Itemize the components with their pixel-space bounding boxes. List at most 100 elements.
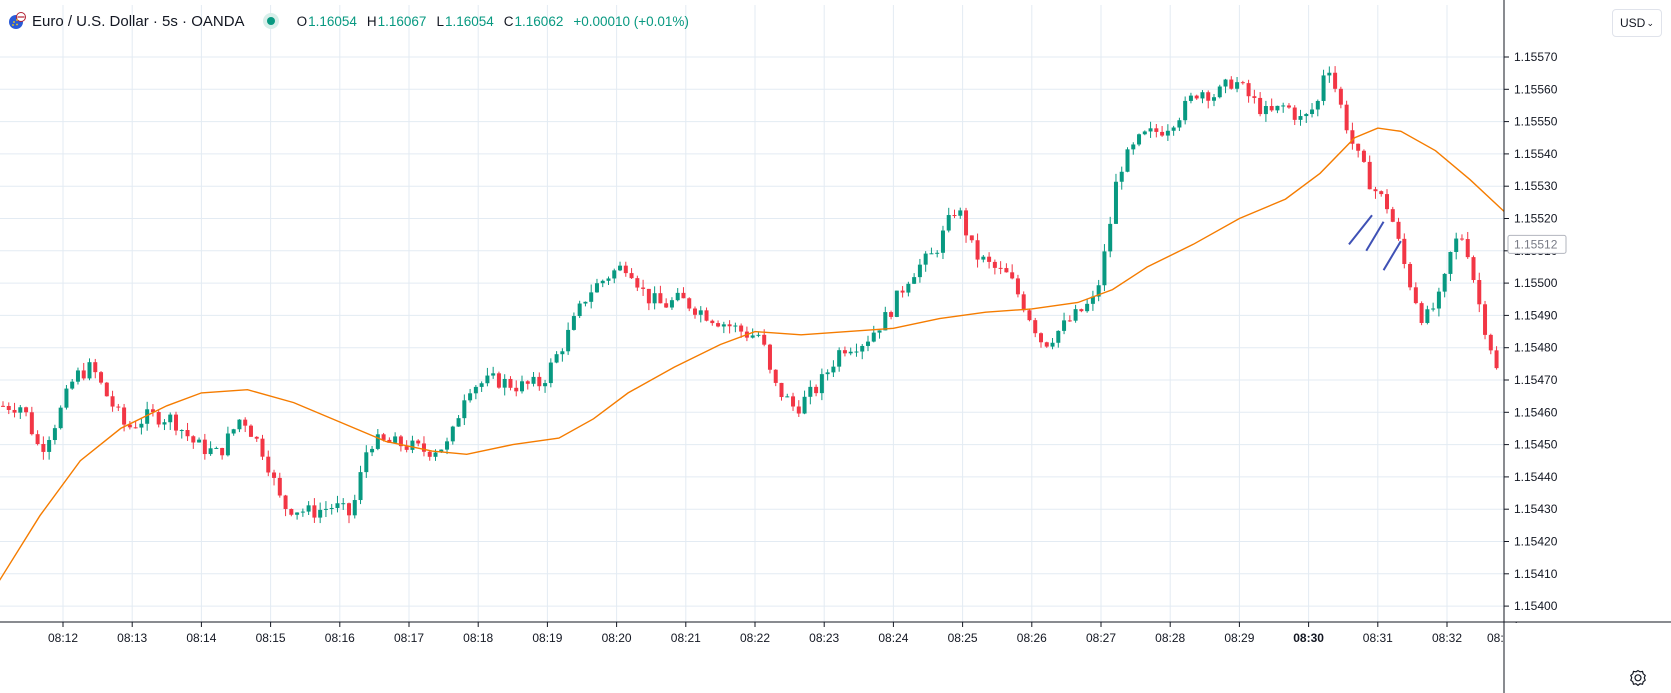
candle bbox=[1344, 100, 1349, 134]
candle-body bbox=[767, 344, 772, 370]
candle bbox=[554, 351, 559, 364]
candle bbox=[29, 406, 34, 436]
candle bbox=[306, 501, 311, 515]
candle-body bbox=[289, 509, 294, 515]
candle-body bbox=[664, 303, 669, 308]
candle bbox=[99, 371, 104, 385]
candle bbox=[1367, 155, 1372, 190]
candle bbox=[1390, 206, 1395, 223]
candle bbox=[641, 279, 646, 296]
candle bbox=[1113, 173, 1118, 224]
candle bbox=[1269, 98, 1274, 112]
candle bbox=[716, 320, 721, 328]
candle-body bbox=[1235, 82, 1240, 89]
candle bbox=[1252, 89, 1257, 104]
candle bbox=[1090, 290, 1095, 311]
candle bbox=[923, 251, 928, 272]
candle bbox=[814, 384, 819, 397]
candle bbox=[445, 437, 450, 455]
candle bbox=[1067, 315, 1072, 322]
candle bbox=[41, 436, 46, 460]
candle-body bbox=[1217, 86, 1222, 98]
x-tick-label: 08: bbox=[1487, 631, 1504, 645]
candle bbox=[1431, 302, 1436, 312]
candle-body bbox=[704, 310, 709, 321]
candle-body bbox=[1356, 143, 1361, 151]
candle-body bbox=[531, 376, 536, 384]
candle bbox=[1315, 99, 1320, 117]
high-value: H1.16067 bbox=[366, 13, 427, 29]
candle-body bbox=[1188, 95, 1193, 101]
candle-body bbox=[341, 503, 346, 505]
candle-body bbox=[1258, 97, 1263, 115]
x-tick-label: 08:31 bbox=[1363, 631, 1393, 645]
candle-body bbox=[577, 303, 582, 317]
candle-body bbox=[433, 452, 438, 457]
candle-body bbox=[398, 436, 403, 447]
candle-body bbox=[1142, 131, 1147, 135]
candle-body bbox=[260, 438, 265, 457]
candle bbox=[508, 376, 513, 391]
candle bbox=[243, 417, 248, 433]
moving-average-layer bbox=[0, 127, 1506, 581]
y-tick-label: 1.15470 bbox=[1514, 373, 1558, 387]
candle-body bbox=[370, 448, 375, 453]
candle-body bbox=[150, 409, 155, 413]
candle-body bbox=[133, 427, 138, 429]
candle bbox=[468, 388, 473, 403]
y-tick-label: 1.15410 bbox=[1514, 567, 1558, 581]
candle-body bbox=[693, 308, 697, 315]
candle bbox=[618, 261, 623, 272]
candle-body bbox=[1263, 106, 1268, 115]
symbol-title[interactable]: Euro / U.S. Dollar · 5s · OANDA bbox=[32, 12, 245, 30]
candle bbox=[1321, 69, 1326, 106]
chevron-down-icon: ⌄ bbox=[1646, 17, 1654, 28]
candle bbox=[1356, 143, 1361, 158]
candle bbox=[773, 369, 778, 387]
candle-body bbox=[1160, 131, 1165, 136]
candle-body bbox=[606, 278, 611, 281]
y-tick-label: 1.15440 bbox=[1514, 470, 1558, 484]
candle-body bbox=[1096, 285, 1101, 297]
candle-body bbox=[1327, 72, 1332, 76]
candle bbox=[248, 424, 253, 437]
candle-body bbox=[1044, 342, 1049, 347]
candle bbox=[1448, 251, 1453, 282]
candle bbox=[197, 437, 202, 443]
candle-body bbox=[1073, 309, 1078, 321]
candle bbox=[1419, 301, 1424, 326]
x-tick-label: 08:27 bbox=[1086, 631, 1116, 645]
candle-body bbox=[560, 351, 565, 355]
candle-body bbox=[202, 439, 207, 455]
ohlc-values: O1.16054 H1.16067 L1.16054 C1.16062 +0.0… bbox=[297, 14, 689, 29]
candle bbox=[848, 347, 853, 356]
candle-body bbox=[825, 372, 830, 375]
candle-body bbox=[185, 430, 190, 437]
candle-body bbox=[860, 345, 865, 352]
candle bbox=[675, 288, 680, 302]
candle bbox=[975, 233, 980, 268]
candle-body bbox=[1436, 291, 1441, 309]
candle-body bbox=[889, 312, 894, 317]
currency-selector[interactable]: USD ⌄ bbox=[1612, 9, 1662, 37]
settings-gear-icon[interactable] bbox=[1626, 666, 1650, 690]
candle-body bbox=[871, 332, 876, 342]
x-tick-label: 08:22 bbox=[740, 631, 770, 645]
candle bbox=[767, 343, 772, 374]
candle bbox=[139, 417, 144, 435]
candle-body bbox=[1067, 320, 1072, 322]
candle bbox=[739, 323, 744, 338]
candle-body bbox=[1148, 128, 1153, 132]
candle bbox=[1385, 189, 1389, 214]
candle bbox=[681, 287, 686, 299]
candle bbox=[1350, 122, 1355, 150]
candle bbox=[946, 207, 951, 233]
candle-body bbox=[1442, 273, 1447, 292]
candle bbox=[1361, 149, 1366, 163]
candle-body bbox=[669, 300, 674, 308]
trend-drawings-layer[interactable] bbox=[1348, 214, 1402, 271]
candle bbox=[479, 381, 484, 392]
candle bbox=[1240, 80, 1245, 85]
